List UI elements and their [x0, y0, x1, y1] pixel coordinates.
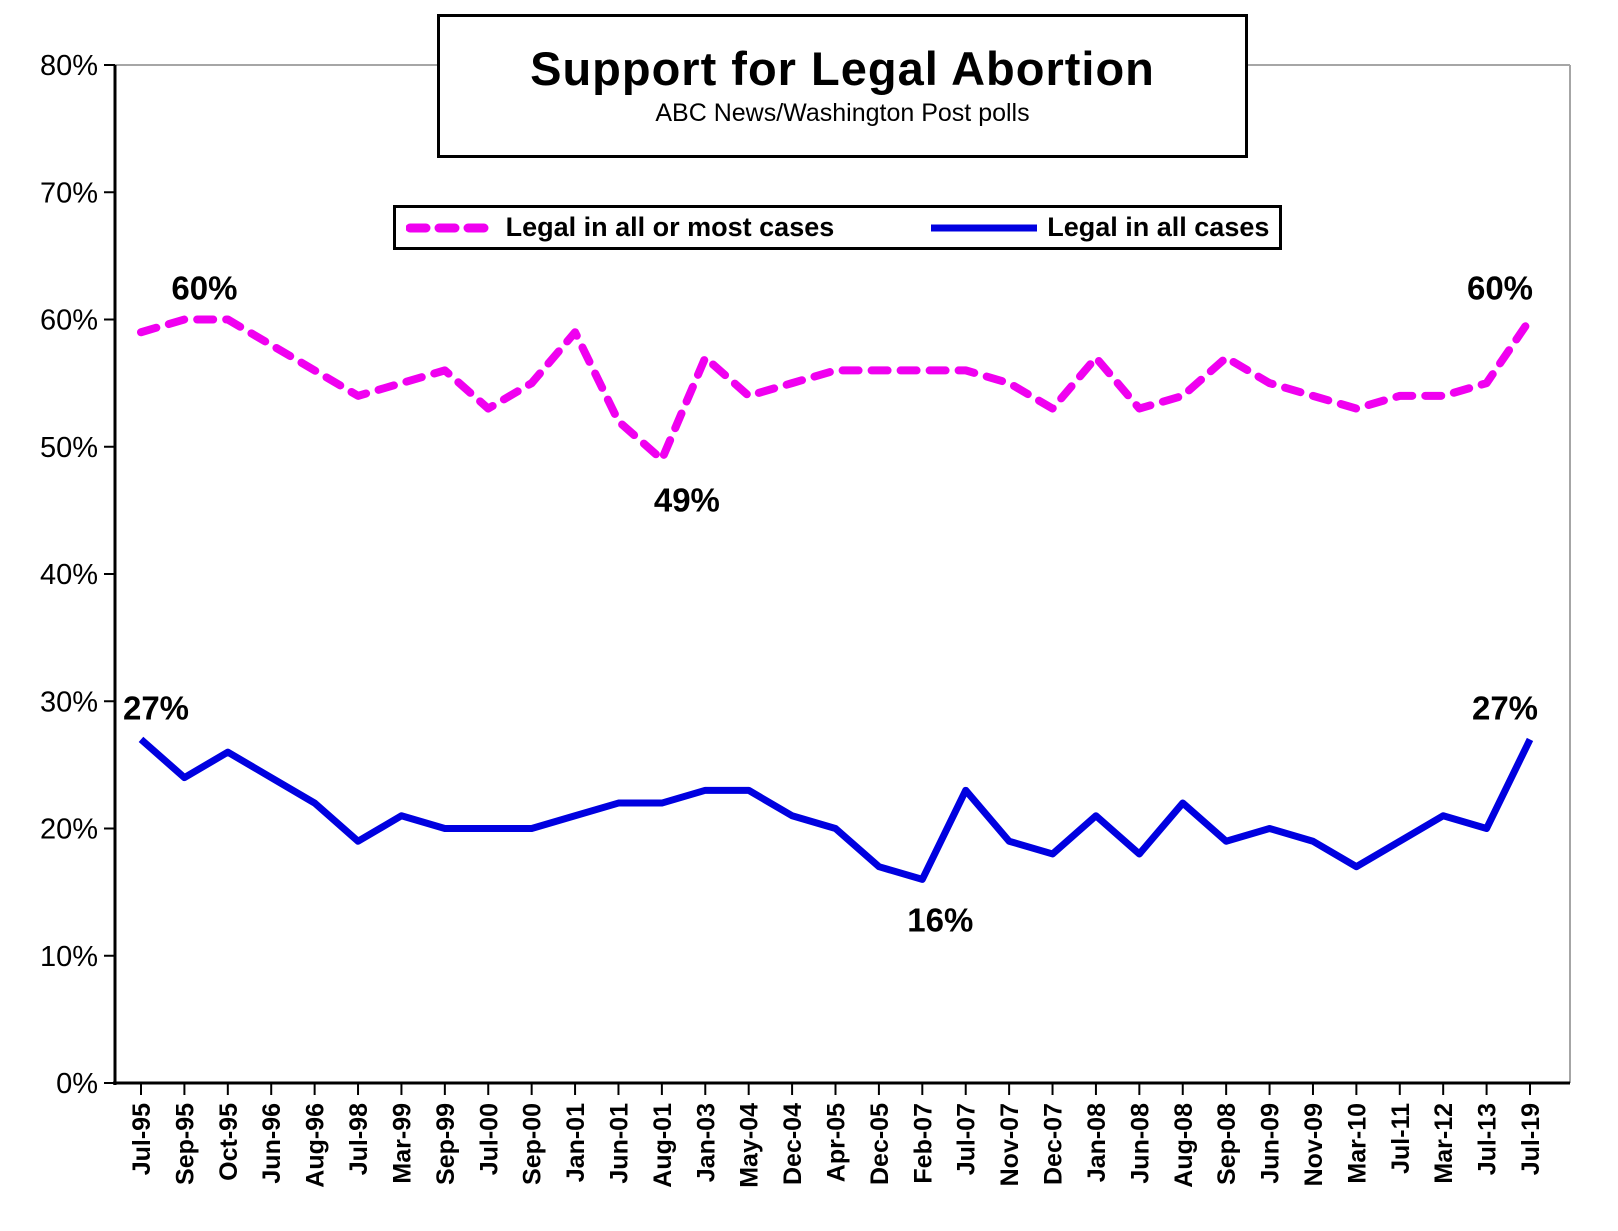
x-tick-label: Dec-07 — [1040, 1103, 1068, 1185]
x-tick-label: Nov-07 — [996, 1103, 1024, 1186]
series-line-all-cases — [138, 736, 1534, 883]
x-tick-label: Jul-11 — [1387, 1103, 1415, 1174]
x-tick-label: Jan-08 — [1083, 1103, 1111, 1182]
y-tick-label: 10% — [40, 941, 98, 973]
x-tick-label: Dec-04 — [779, 1103, 807, 1185]
annotation-label: 60% — [1467, 270, 1533, 307]
x-tick-label: Feb-07 — [909, 1103, 937, 1184]
x-tick-label: Sep-00 — [519, 1103, 547, 1185]
solid-line-swatch-icon — [931, 224, 1038, 231]
x-tick-label: Aug-96 — [302, 1103, 330, 1188]
x-tick-label: May-04 — [736, 1103, 764, 1188]
y-tick-label: 0% — [56, 1068, 98, 1100]
annotation-label: 49% — [654, 481, 720, 518]
annotation-label: 16% — [907, 901, 973, 938]
y-tick-label: 20% — [40, 814, 98, 846]
x-tick-label: Jun-08 — [1126, 1103, 1154, 1184]
x-tick-label: Jul-07 — [953, 1103, 981, 1175]
x-tick-label: Mar-99 — [388, 1103, 416, 1184]
legend-label-all-or-most: Legal in all or most cases — [505, 212, 835, 242]
chart-subtitle: ABC News/Washington Post polls — [655, 99, 1030, 128]
x-tick-label: Sep-99 — [432, 1103, 460, 1185]
y-tick-label: 80% — [40, 50, 98, 82]
x-tick-label: Oct-95 — [215, 1103, 243, 1181]
x-tick-label: Mar-12 — [1430, 1103, 1458, 1184]
x-axis: Jul-95 Sep-95 Oct-95 Jun-96 Aug-96 Jul-98 Mar-… — [113, 1081, 1570, 1188]
x-tick-label: Aug-01 — [649, 1103, 677, 1188]
legend-entry-all-cases: Legal in all cases — [929, 212, 1269, 243]
x-tick-label: Jan-03 — [692, 1103, 720, 1182]
chart-title: Support for Legal Abortion — [530, 41, 1155, 95]
annotation-label: 27% — [1472, 689, 1538, 726]
x-tick-label: Sep-95 — [171, 1103, 199, 1185]
chart-legend: Legal in all or most cases Legal in all … — [393, 205, 1282, 250]
x-tick-label: Sep-08 — [1213, 1103, 1241, 1185]
x-tick-label: Apr-05 — [823, 1103, 851, 1182]
x-tick-label: Jul-00 — [475, 1103, 503, 1175]
x-tick-label: Jul-95 — [128, 1103, 156, 1175]
y-tick-label: 30% — [40, 686, 98, 718]
x-tick-label: Dec-05 — [866, 1103, 894, 1185]
x-tick-label: Nov-09 — [1300, 1103, 1328, 1186]
y-tick-label: 40% — [40, 559, 98, 591]
x-tick-label: Jul-98 — [345, 1103, 373, 1175]
x-tick-label: Jun-96 — [258, 1103, 286, 1184]
series-line-all-or-most — [137, 315, 1534, 464]
x-tick-label: Jun-09 — [1257, 1103, 1285, 1184]
dashed-line-swatch-icon — [405, 223, 498, 232]
x-tick-label: Mar-10 — [1343, 1103, 1371, 1184]
y-tick-label: 60% — [40, 305, 98, 337]
chart-title-box: Support for Legal Abortion ABC News/Wash… — [437, 14, 1248, 158]
x-tick-label: Jan-01 — [562, 1103, 590, 1182]
y-tick-label: 70% — [40, 177, 98, 209]
y-tick-label: 50% — [40, 432, 98, 464]
annotation-label: 27% — [123, 689, 189, 726]
annotation-label: 60% — [171, 270, 237, 307]
x-tick-label: Jun-01 — [605, 1103, 633, 1184]
legend-entry-all-or-most: Legal in all or most cases — [405, 212, 835, 243]
x-tick-label: Aug-08 — [1170, 1103, 1198, 1188]
y-axis: 0% 10% 20% 30% 40% 50% 60% 70% 80% — [40, 50, 117, 1100]
x-tick-label: Jul-13 — [1474, 1103, 1502, 1175]
x-tick-label: Jul-19 — [1517, 1103, 1545, 1175]
legend-label-all-cases: Legal in all cases — [1047, 212, 1270, 242]
